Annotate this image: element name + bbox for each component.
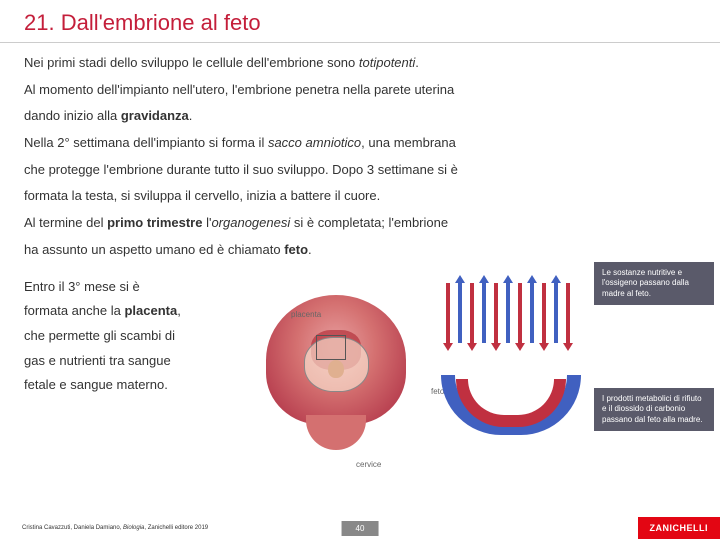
footer-credit: Cristina Cavazzuti, Daniela Damiano, Bio… — [0, 525, 638, 531]
label-placenta: placenta — [291, 310, 321, 319]
callout-waste: I prodotti metabolici di rifiuto e il di… — [594, 388, 714, 431]
callout-nutrients: Le sostanze nutritive e l'ossigeno passa… — [594, 262, 714, 305]
para-6: formata la testa, si sviluppa il cervell… — [24, 184, 696, 209]
lower-2: formata anche la placenta, — [24, 299, 204, 324]
lower-text-block: Entro il 3° mese si è formata anche la p… — [24, 275, 204, 475]
lower-4: gas e nutrienti tra sangue — [24, 349, 204, 374]
label-cervice: cervice — [356, 460, 381, 469]
uterus-shape: placenta feto cervice — [256, 295, 416, 445]
para-2: Al momento dell'impianto nell'utero, l'e… — [24, 78, 696, 103]
para-4: Nella 2° settimana dell'impianto si form… — [24, 131, 696, 156]
para-7: Al termine del primo trimestre l'organog… — [24, 211, 696, 236]
page-number: 40 — [342, 521, 379, 536]
lower-5: fetale e sangue materno. — [24, 373, 204, 398]
para-3: dando inizio alla gravidanza. — [24, 104, 696, 129]
para-8: ha assunto un aspetto umano ed è chiamat… — [24, 238, 696, 263]
para-1: Nei primi stadi dello sviluppo le cellul… — [24, 51, 696, 76]
slide-title: 21. Dall'embrione al feto — [0, 0, 720, 43]
vessel-diagram — [436, 275, 586, 445]
main-text-block: Nei primi stadi dello sviluppo le cellul… — [0, 51, 720, 263]
lower-1: Entro il 3° mese si è — [24, 275, 204, 300]
footer: Cristina Cavazzuti, Daniela Damiano, Bio… — [0, 516, 720, 540]
lower-3: che permette gli scambi di — [24, 324, 204, 349]
para-5: che protegge l'embrione durante tutto il… — [24, 158, 696, 183]
publisher-logo: ZANICHELLI — [638, 517, 720, 539]
